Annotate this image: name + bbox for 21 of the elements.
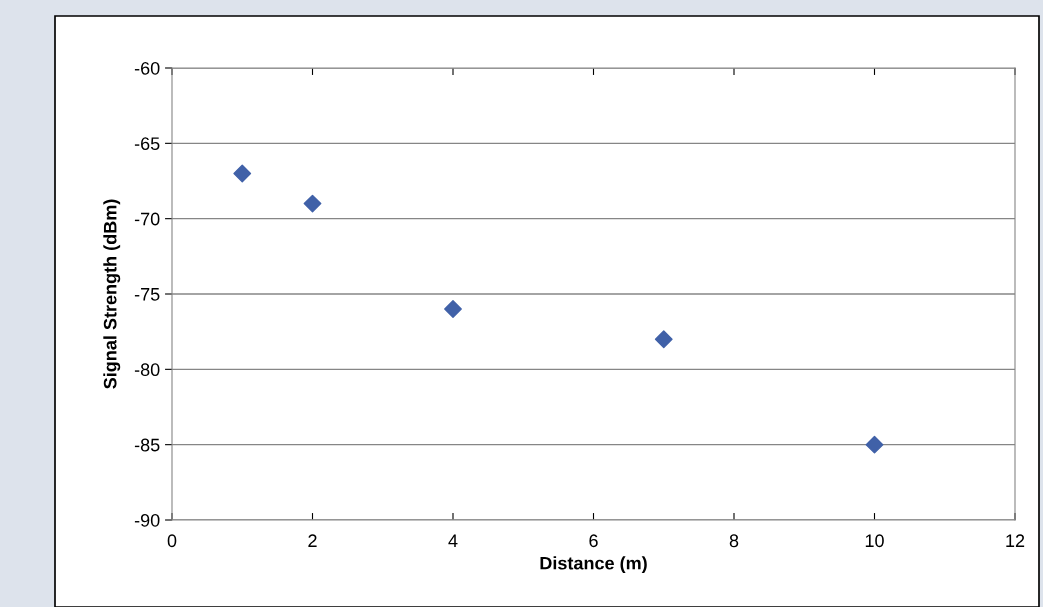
y-axis-title: Signal Strength (dBm) [103,199,121,389]
x-tick-label: 10 [865,534,884,548]
x-tick-label: 8 [729,534,739,548]
y-tick-label: -85 [134,438,160,452]
point [233,164,252,183]
point [303,194,322,213]
x-tick-label: 6 [589,534,598,548]
x-tick-label: 2 [308,534,317,547]
x-tick-label: 0 [167,534,177,548]
y-tick-label: -75 [134,288,160,301]
point [865,435,884,454]
point [654,330,673,349]
x-axis-title: Distance (m) [540,556,647,574]
y-tick-label: -90 [134,513,160,527]
x-tick-label: 12 [1006,534,1025,547]
y-tick-label: -60 [134,61,160,75]
y-tick-label: -70 [134,212,160,226]
y-tick-label: -80 [134,363,160,377]
y-tick-label: -65 [134,137,160,151]
point [444,300,462,318]
x-tick-label: 4 [448,534,458,547]
